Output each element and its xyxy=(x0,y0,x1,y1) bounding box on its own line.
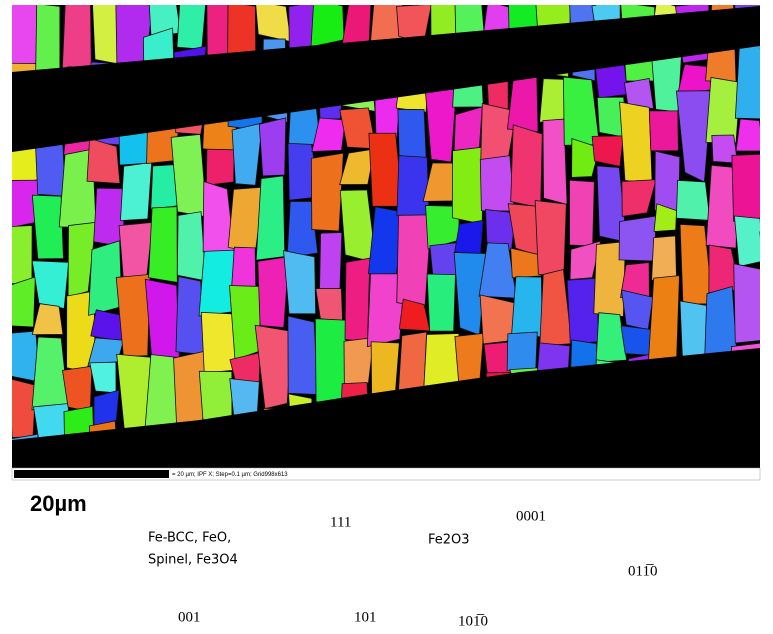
grain xyxy=(592,136,623,167)
grain xyxy=(397,215,432,308)
grain xyxy=(569,180,594,246)
grain xyxy=(512,277,543,337)
corner-label: 101̅0 xyxy=(458,613,488,629)
grain xyxy=(371,342,399,398)
grain xyxy=(177,0,206,49)
phase-label: Fe2O3 xyxy=(428,533,470,548)
ebsd-figure: = 20 µm; IPF X; Step=0.1 µm; Grid998x613… xyxy=(0,0,773,634)
grain xyxy=(655,151,680,210)
corner-label: 111 xyxy=(330,514,351,530)
grain xyxy=(480,156,514,211)
grain xyxy=(120,162,151,220)
grain xyxy=(398,109,426,160)
grain xyxy=(734,216,762,267)
grain xyxy=(621,290,653,330)
grain xyxy=(177,212,206,281)
grain xyxy=(288,316,318,395)
phase-label: Fe-BCC, FeO, xyxy=(148,531,231,546)
grain xyxy=(766,117,773,162)
grain xyxy=(619,216,656,261)
scale-label: 20µm xyxy=(30,491,87,516)
corner-label: 001 xyxy=(178,609,201,625)
grain xyxy=(199,250,236,316)
grain xyxy=(397,156,429,224)
grain xyxy=(734,264,765,343)
grain xyxy=(767,165,773,234)
grain xyxy=(648,276,679,364)
grain xyxy=(732,154,768,221)
scale-bar xyxy=(14,470,169,478)
grain xyxy=(760,4,773,51)
phase-label: Spinel, Fe3O4 xyxy=(148,553,238,568)
grain xyxy=(149,207,178,283)
grain xyxy=(62,1,91,73)
grain xyxy=(706,77,741,142)
grain xyxy=(507,332,537,371)
grain xyxy=(760,232,773,314)
grain xyxy=(7,225,32,283)
grain xyxy=(119,222,153,277)
grain xyxy=(759,389,773,437)
grain xyxy=(765,75,773,116)
grain xyxy=(535,200,566,277)
grain xyxy=(229,286,262,360)
figure: = 20 µm; IPF X; Step=0.1 µm; Grid998x613… xyxy=(0,0,773,634)
grain xyxy=(284,251,316,314)
grain xyxy=(345,258,370,342)
grain xyxy=(543,119,567,204)
ipf-hexagonal xyxy=(505,522,625,628)
grain xyxy=(735,36,768,118)
scale-info: = 20 µm; IPF X; Step=0.1 µm; Grid998x613 xyxy=(172,472,288,478)
grain xyxy=(311,153,343,231)
grain xyxy=(206,149,234,185)
corner-label: 101 xyxy=(354,609,377,625)
grain xyxy=(201,312,235,373)
grain xyxy=(32,195,63,259)
grain xyxy=(652,236,677,282)
grain xyxy=(651,54,681,112)
grain xyxy=(760,45,773,75)
grain xyxy=(256,176,285,260)
grain xyxy=(5,331,39,382)
grain xyxy=(620,102,653,184)
grain xyxy=(454,107,482,153)
grain xyxy=(316,289,343,322)
grain xyxy=(311,0,344,47)
orientation-map xyxy=(5,0,773,539)
grain xyxy=(765,341,773,388)
grain xyxy=(7,277,35,327)
grain xyxy=(736,119,764,151)
grain xyxy=(320,233,342,292)
corner-label: 011̅0 xyxy=(628,563,657,579)
grain xyxy=(766,308,773,347)
grain xyxy=(427,274,455,331)
grain xyxy=(761,440,773,494)
grain xyxy=(259,118,286,176)
grain xyxy=(258,257,289,328)
grain xyxy=(452,147,483,224)
grain xyxy=(676,180,710,220)
grain xyxy=(649,111,678,151)
corner-label: 0001 xyxy=(516,508,546,524)
grain xyxy=(511,125,543,208)
grain xyxy=(91,310,123,342)
